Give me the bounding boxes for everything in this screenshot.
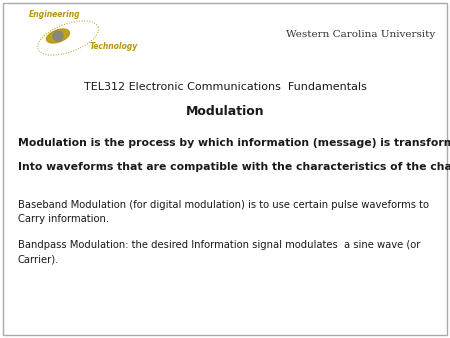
Text: Engineering: Engineering [29, 10, 81, 19]
Polygon shape [46, 29, 69, 43]
Polygon shape [53, 31, 63, 41]
Text: Bandpass Modulation: the desired Information signal modulates  a sine wave (or
C: Bandpass Modulation: the desired Informa… [18, 240, 420, 264]
Text: Technology: Technology [90, 42, 138, 51]
Text: Into waveforms that are compatible with the characteristics of the channel.: Into waveforms that are compatible with … [18, 162, 450, 172]
Text: Baseband Modulation (for digital modulation) is to use certain pulse waveforms t: Baseband Modulation (for digital modulat… [18, 200, 429, 224]
Text: TEL312 Electronic Communications  Fundamentals: TEL312 Electronic Communications Fundame… [84, 82, 366, 92]
Text: Modulation: Modulation [186, 105, 264, 118]
Text: Modulation is the process by which information (message) is transformed: Modulation is the process by which infor… [18, 138, 450, 148]
Text: Western Carolina University: Western Carolina University [286, 30, 435, 39]
